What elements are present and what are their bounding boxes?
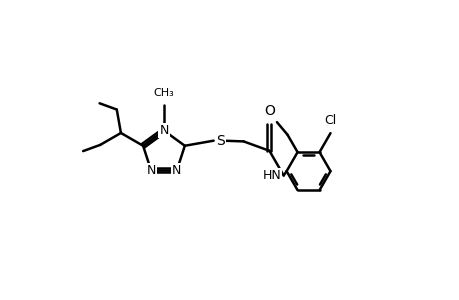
Text: HN: HN [262, 169, 280, 182]
Text: CH₃: CH₃ [153, 88, 174, 98]
Text: N: N [159, 124, 168, 137]
Text: O: O [263, 104, 274, 118]
Text: N: N [146, 164, 156, 177]
Text: Cl: Cl [324, 114, 336, 127]
Text: S: S [215, 134, 224, 148]
Text: N: N [172, 164, 181, 177]
